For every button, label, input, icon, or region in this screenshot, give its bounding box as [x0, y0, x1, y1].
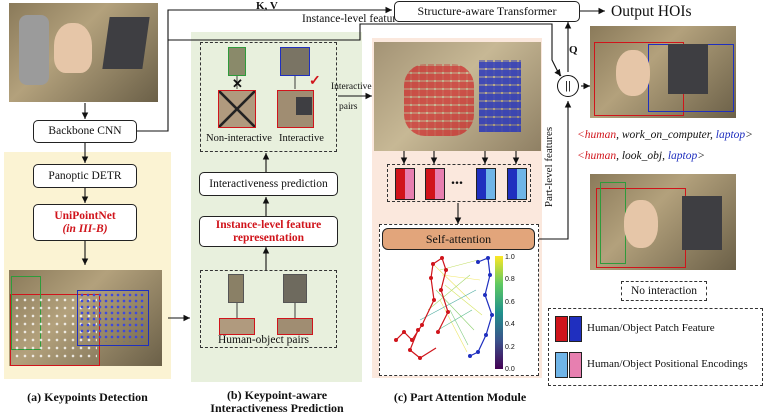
backbone-cnn-box: Backbone CNN: [33, 120, 137, 143]
concat-node: ||: [557, 75, 579, 97]
output-baby: [616, 50, 650, 96]
object-patch-token-1: [476, 168, 496, 200]
no-interaction-box: No interaction: [621, 281, 707, 301]
concat-symbol: ||: [565, 80, 571, 92]
colorbar-tick-1-0: 1.0: [505, 254, 515, 261]
hoi-1-verb: , work_on_computer,: [616, 129, 716, 141]
human-patch-token-2: [425, 168, 445, 200]
legend-pos-object-swatch: [555, 352, 568, 378]
cross-mark: ✕: [232, 76, 243, 91]
pair-image-right: [277, 318, 313, 335]
interactiveness-prediction-label: Interactiveness prediction: [209, 177, 328, 190]
panoptic-detr-label: Panoptic DETR: [48, 169, 122, 182]
unipointnet-sub-label: (in III-B): [62, 222, 108, 235]
no-interaction-label: No interaction: [630, 285, 698, 297]
interactive-label: Interactive: [279, 133, 324, 144]
interactiveness-prediction-box: Interactiveness prediction: [199, 172, 338, 196]
pair-crop-right: [283, 274, 307, 303]
hoi-1-subject: <human: [577, 129, 617, 141]
interactive-crop: [280, 47, 310, 76]
output-laptop: [668, 44, 708, 94]
laptop-mini: [296, 97, 312, 115]
legend-box: [548, 308, 763, 386]
human-patches: [404, 64, 474, 136]
colorbar-tick-0-0: 0.0: [505, 366, 515, 373]
non-interactive-label: Non-interactive: [206, 133, 272, 144]
interactive-pairs-label-1: Interactive: [331, 82, 372, 92]
hoi-1-close: >: [745, 129, 753, 141]
pair-crop-left: [228, 274, 244, 303]
colorbar-tick-0-6: 0.6: [505, 299, 515, 306]
hoi-2-close: >: [697, 150, 705, 162]
instance-level-features-label: Instance-level features: [302, 13, 406, 25]
input-image: [9, 3, 158, 102]
non-interactive-crop: [228, 47, 246, 76]
no-interaction-baby: [624, 200, 658, 248]
no-interaction-green-box: [600, 182, 626, 264]
interactive-selection-box: [200, 42, 337, 152]
pair-image-left: [219, 318, 255, 335]
interactive-pair-image: [277, 90, 314, 128]
panoptic-detr-box: Panoptic DETR: [33, 164, 137, 188]
hoi-1-object: laptop: [715, 129, 746, 141]
legend-patch-label: Human/Object Patch Feature: [587, 322, 715, 334]
cross-overlay: [219, 91, 255, 127]
colorbar-tick-0-2: 0.2: [505, 344, 515, 351]
structure-aware-transformer-box: Structure-aware Transformer: [394, 1, 580, 22]
part-level-features-label: Part-level features: [543, 126, 555, 208]
legend-pos-human-swatch: [569, 352, 582, 378]
hoi-1-text: <human, work_on_computer, laptop>: [577, 129, 753, 141]
human-patch-token-1: [395, 168, 415, 200]
structure-aware-transformer-label: Structure-aware Transformer: [417, 4, 557, 18]
self-attention-box: Self-attention: [382, 228, 535, 250]
baby-figure: [54, 23, 92, 73]
unipointnet-box: UniPointNet (in III-B): [33, 204, 137, 241]
colorbar-tick-0-4: 0.4: [505, 321, 515, 328]
legend-pos-label: Human/Object Positional Encodings: [587, 358, 748, 370]
hoi-2-object: laptop: [667, 150, 698, 162]
check-mark: ✓: [309, 74, 321, 89]
no-interaction-laptop: [682, 196, 722, 250]
q-label: Q: [569, 44, 578, 56]
colorbar: [495, 256, 503, 369]
unipointnet-label: UniPointNet: [54, 209, 116, 222]
backbone-cnn-label: Backbone CNN: [48, 125, 122, 137]
no-interaction-image: [590, 174, 736, 270]
output-hois-label: Output HOIs: [611, 3, 692, 20]
output-hoi-image: [590, 26, 736, 118]
patch-tokens-box: [387, 164, 531, 202]
instance-feature-label-2: representation: [232, 231, 305, 244]
instance-feature-label-1: Instance-level feature: [215, 218, 322, 231]
legend-patch-object-swatch: [569, 316, 582, 342]
hoi-2-text: <human, look_obj, laptop>: [577, 150, 705, 162]
self-attention-label: Self-attention: [425, 231, 492, 246]
panel-a-caption: (a) Keypoints Detection: [27, 390, 148, 404]
object-patch-token-2: [507, 168, 527, 200]
human-object-pairs-box: [200, 270, 337, 348]
patch-attention-image: [374, 42, 541, 151]
human-object-pairs-label: Human-object pairs: [218, 334, 310, 346]
panel-c-caption: (c) Part Attention Module: [393, 390, 527, 404]
panel-b-caption-1: (b) Keypoint-aware: [226, 388, 328, 402]
keypoints-image: [9, 270, 162, 366]
token-ellipsis: ...: [451, 171, 463, 188]
colorbar-tick-0-8: 0.8: [505, 276, 515, 283]
object-patches: [479, 60, 521, 132]
hoi-2-subject: <human: [577, 150, 617, 162]
instance-feature-box: Instance-level feature representation: [199, 216, 338, 247]
hoi-2-verb: , look_obj,: [616, 150, 668, 162]
object-keypoints: [79, 292, 145, 342]
chair-shape: [19, 15, 49, 85]
kv-label: K, V: [256, 0, 278, 12]
interactive-pairs-label-2: pairs: [339, 102, 358, 112]
legend-patch-human-swatch: [555, 316, 568, 342]
non-interactive-pair-image: [218, 90, 256, 128]
